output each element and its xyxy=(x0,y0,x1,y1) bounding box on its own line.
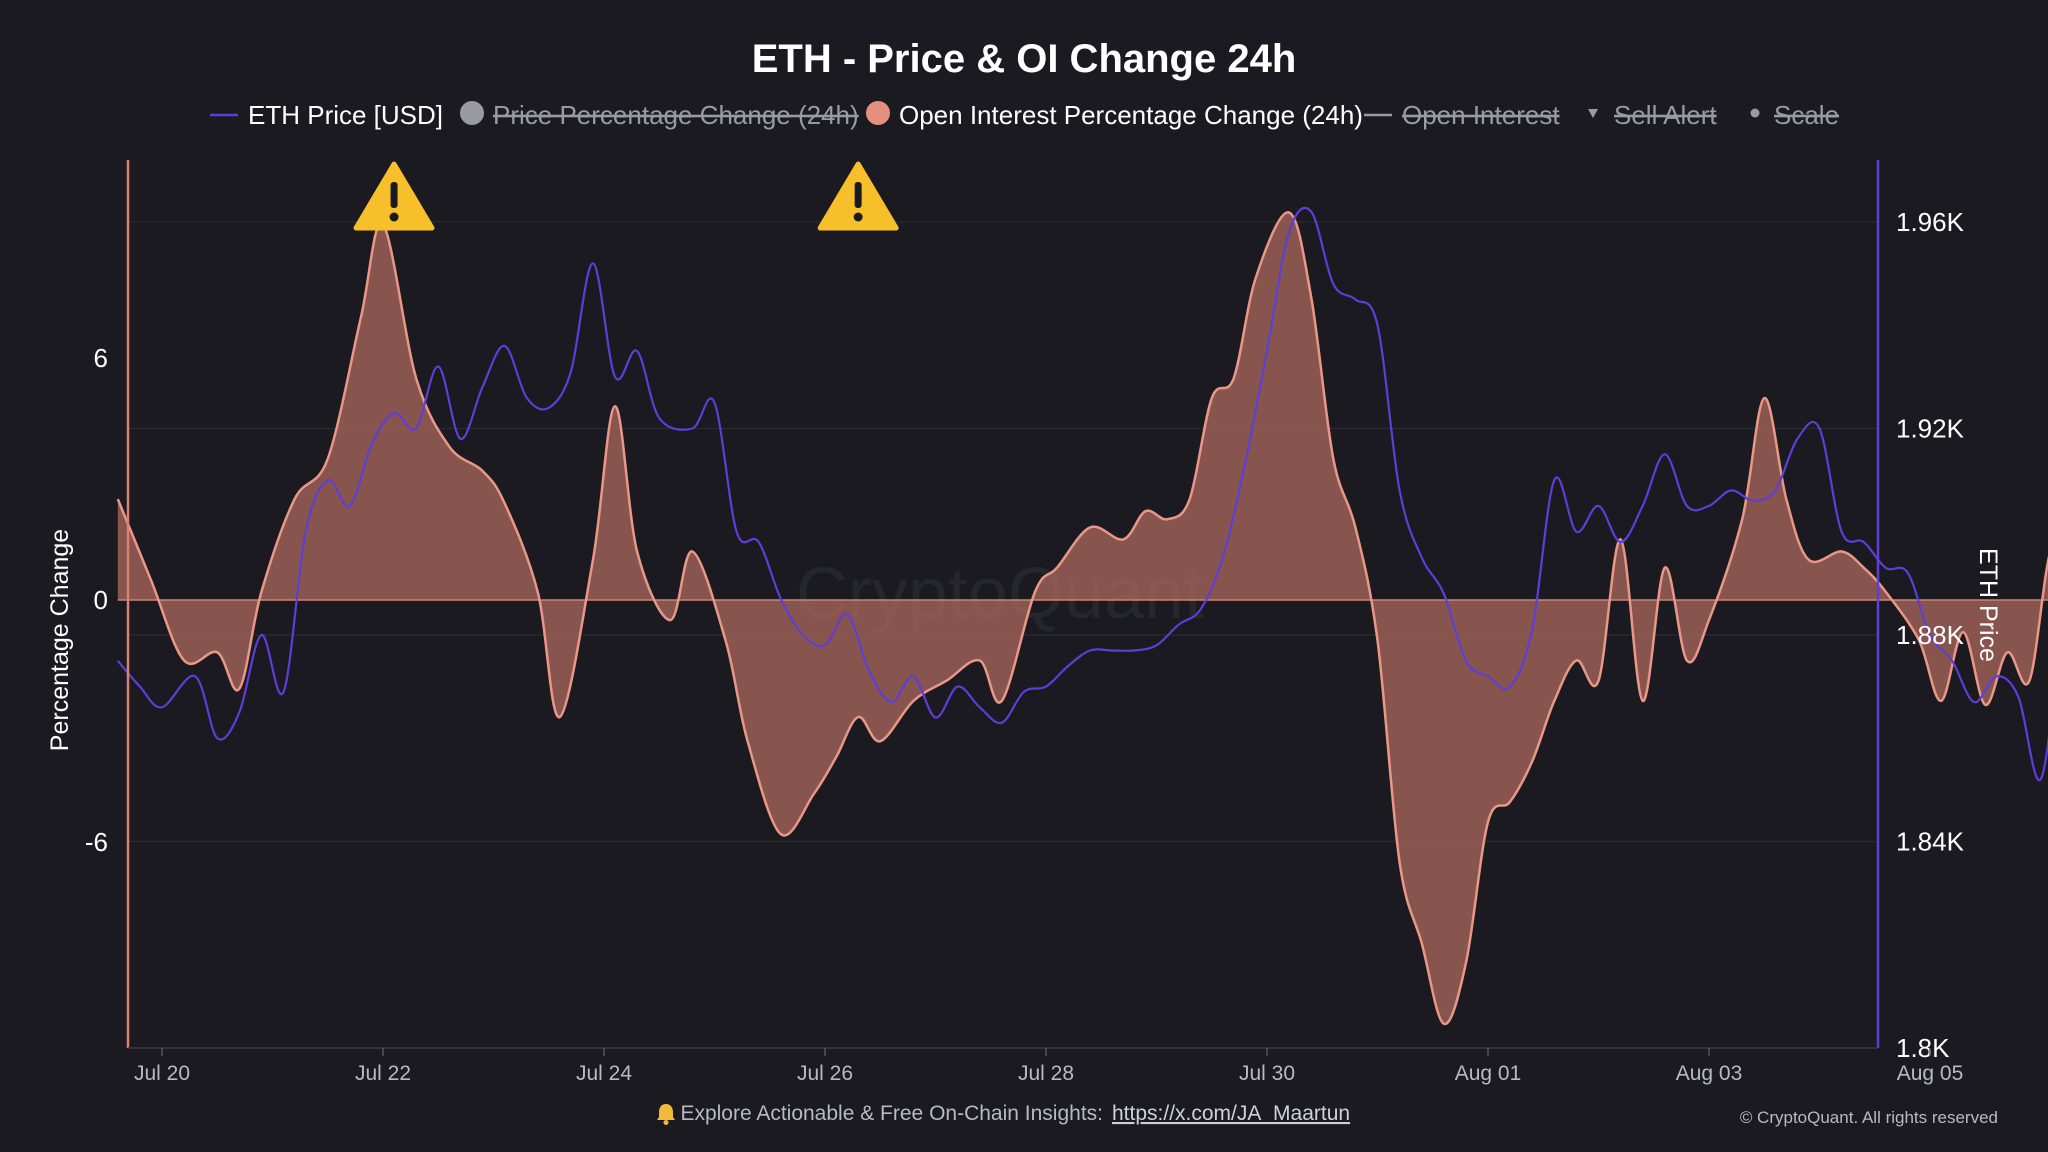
oi-line xyxy=(116,211,2048,1026)
legend-dot-marker xyxy=(866,101,890,125)
legend-item[interactable]: Open Interest xyxy=(1364,100,1560,130)
price-line xyxy=(116,206,2048,782)
footer-link[interactable]: https://x.com/JA_Maartun xyxy=(1112,1102,1350,1125)
warning-icon xyxy=(353,161,435,231)
legend-label: ETH Price [USD] xyxy=(248,100,443,130)
left-tick-label: -6 xyxy=(85,827,108,857)
footer-text: Explore Actionable & Free On-Chain Insig… xyxy=(680,1102,1103,1125)
x-tick-label: Jul 20 xyxy=(134,1062,190,1085)
legend-label: Scale xyxy=(1774,100,1839,130)
legend-label: Sell Alert xyxy=(1614,100,1717,130)
right-tick-label: 1.84K xyxy=(1896,826,1965,856)
chart-title: ETH - Price & OI Change 24h xyxy=(752,37,1297,81)
legend-item[interactable]: Open Interest Percentage Change (24h) xyxy=(866,100,1363,130)
legend-dot-marker xyxy=(460,101,484,125)
x-tick-label: Aug 05 xyxy=(1897,1062,1964,1085)
right-tick-label: 1.8K xyxy=(1896,1033,1950,1063)
legend-item[interactable]: Sell Alert xyxy=(1588,100,1717,130)
right-axis-ticks: 1.96K 1.92K 1.88K 1.84K 1.8K xyxy=(1896,207,1965,1063)
right-tick-label: 1.96K xyxy=(1896,207,1965,237)
right-tick-label: 1.92K xyxy=(1896,413,1965,443)
x-tick-label: Jul 28 xyxy=(1018,1062,1074,1085)
right-axis-title: ETH Price xyxy=(1974,548,2002,662)
legend-item[interactable]: Price Percentage Change (24h) xyxy=(460,100,859,130)
x-tick-label: Jul 22 xyxy=(355,1062,411,1085)
oi-change-series xyxy=(116,211,2048,1026)
left-axis-ticks: 6 0 -6 xyxy=(85,343,108,857)
x-tick-label: Jul 30 xyxy=(1239,1062,1295,1085)
legend-smalldot-marker xyxy=(1750,108,1760,118)
left-tick-label: 0 xyxy=(94,585,108,615)
footer: Explore Actionable & Free On-Chain Insig… xyxy=(657,1102,1998,1127)
x-tick-label: Aug 03 xyxy=(1676,1062,1743,1085)
eth-price-series xyxy=(116,206,2048,782)
legend-item[interactable]: ETH Price [USD] xyxy=(210,100,443,130)
legend-label: Open Interest xyxy=(1402,100,1560,130)
legend-label: Open Interest Percentage Change (24h) xyxy=(899,100,1363,130)
x-tick-label: Aug 01 xyxy=(1455,1062,1522,1085)
left-axis-title: Percentage Change xyxy=(46,529,74,751)
bell-icon xyxy=(657,1104,675,1125)
right-tick-label: 1.88K xyxy=(1896,620,1965,650)
sell-alerts xyxy=(353,161,899,231)
copyright: © CryptoQuant. All rights reserved xyxy=(1740,1108,1998,1127)
legend-item[interactable]: Scale xyxy=(1750,100,1840,130)
x-axis-ticks: Jul 20 Jul 22 Jul 24 Jul 26 Jul 28 Jul 30 Aug … xyxy=(134,1048,1964,1085)
left-tick-label: 6 xyxy=(94,343,108,373)
x-tick-label: Jul 26 xyxy=(797,1062,853,1085)
legend: ETH Price [USD] Price Percentage Change (… xyxy=(210,100,1839,130)
x-tick-label: Jul 24 xyxy=(576,1062,632,1085)
warning-icon xyxy=(817,161,899,231)
legend-triangle-marker xyxy=(1588,109,1598,118)
legend-label: Price Percentage Change (24h) xyxy=(493,100,859,130)
